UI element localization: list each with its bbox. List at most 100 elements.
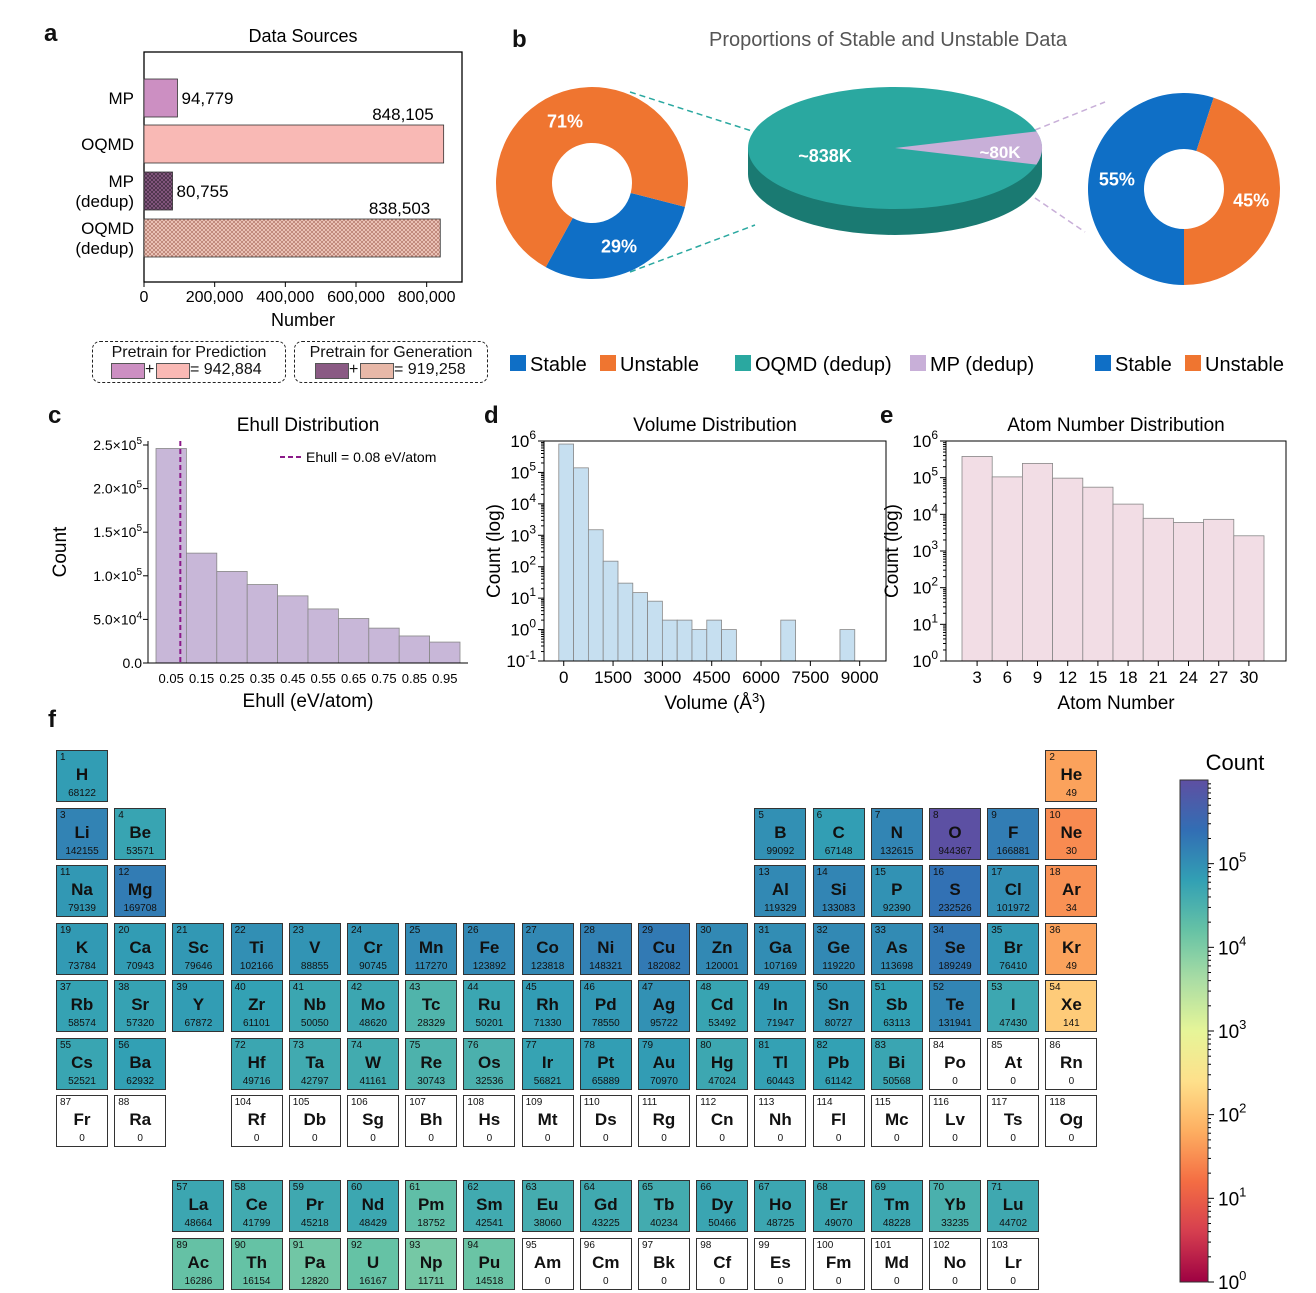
element-number: 11 xyxy=(60,867,71,878)
element-number: 77 xyxy=(525,1039,537,1051)
element-number: 116 xyxy=(933,1097,949,1108)
histogram-bar xyxy=(307,608,339,664)
element-count: 49 xyxy=(1065,960,1077,972)
element-number: 29 xyxy=(642,924,654,936)
element-number: 48 xyxy=(700,982,712,993)
element-cell-Mo: 42 Mo 48620 xyxy=(347,980,399,1032)
element-number: 79 xyxy=(642,1039,654,1051)
element-number: 51 xyxy=(874,982,886,993)
element-count: 0 xyxy=(894,1275,900,1287)
histogram-bar xyxy=(1233,535,1265,662)
element-symbol: Be xyxy=(129,822,152,842)
element-count: 57320 xyxy=(126,1018,155,1029)
x-axis-label: Ehull (eV/atom) xyxy=(243,691,374,712)
y-tick-label: 101 xyxy=(510,585,536,608)
element-number: 86 xyxy=(1049,1039,1061,1051)
element-count: 48620 xyxy=(359,1018,387,1029)
plot-frame xyxy=(543,440,887,662)
x-tick-label: 0.55 xyxy=(311,671,336,686)
element-cell-Cl: 17 Cl 101972 xyxy=(987,865,1040,917)
element-number: 65 xyxy=(642,1182,654,1193)
element-count: 0 xyxy=(777,1275,784,1287)
element-count: 50466 xyxy=(708,1218,737,1229)
element-count: 132615 xyxy=(880,845,914,857)
volume-distribution-chart: Volume Distribution 10-1 100 101 102 103 104 10… xyxy=(484,415,887,714)
element-cell-Be: 4 Be 53571 xyxy=(114,807,167,860)
element-number: 15 xyxy=(874,867,886,878)
element-number: 22 xyxy=(234,924,246,936)
element-cell-Cn: 112 Cn 0 xyxy=(696,1095,749,1147)
element-symbol: Lu xyxy=(1002,1195,1024,1214)
value-label: 94,779 xyxy=(181,89,233,108)
element-symbol: Mt xyxy=(537,1110,558,1129)
element-symbol: Ge xyxy=(827,937,850,957)
element-cell-C: 6 C 67148 xyxy=(812,807,865,860)
panel-label-e: e xyxy=(880,402,894,429)
element-cell-La: 57 La 48664 xyxy=(172,1180,225,1232)
element-count: 0 xyxy=(79,1133,85,1144)
histogram-bar xyxy=(661,619,678,662)
element-number: 74 xyxy=(351,1039,363,1051)
element-count: 0 xyxy=(370,1133,376,1144)
element-symbol: Es xyxy=(769,1252,791,1272)
element-number: 14 xyxy=(816,867,828,878)
element-symbol: Se xyxy=(944,937,966,957)
element-count: 34 xyxy=(1065,903,1077,914)
count-colorbar: Count 100 101 102 103 104 105 xyxy=(1179,750,1264,1290)
element-count: 48664 xyxy=(184,1218,213,1229)
x-tick-label: 9000 xyxy=(841,668,879,687)
generation-legend-title: Pretrain for Generation xyxy=(309,344,473,361)
element-symbol: Mo xyxy=(360,995,386,1014)
element-symbol: Cl xyxy=(1004,880,1022,899)
element-symbol: Ru xyxy=(478,995,501,1014)
histogram-bar xyxy=(961,456,993,662)
element-symbol: Tc xyxy=(421,995,441,1014)
element-count: 119220 xyxy=(822,960,855,972)
element-number: 43 xyxy=(409,982,421,993)
element-symbol: Lv xyxy=(945,1110,965,1129)
element-count: 68122 xyxy=(68,788,96,799)
element-count: 18752 xyxy=(417,1218,446,1229)
threshold-legend-label: Ehull = 0.08 eV/atom xyxy=(306,449,436,465)
element-count: 0 xyxy=(835,1275,842,1287)
y-tick-label: 101 xyxy=(912,611,938,634)
histogram-bar xyxy=(617,582,634,662)
x-tick-label: 12 xyxy=(1058,668,1077,687)
x-tick-label: 0.75 xyxy=(371,671,396,686)
element-symbol: Au xyxy=(652,1052,676,1072)
element-symbol: Ga xyxy=(769,937,792,957)
element-count: 43225 xyxy=(591,1218,620,1229)
element-count: 0 xyxy=(835,1133,842,1144)
element-count: 92390 xyxy=(882,903,911,914)
histogram-bar xyxy=(1082,486,1114,662)
element-number: 46 xyxy=(583,982,595,993)
element-count: 0 xyxy=(137,1133,143,1144)
element-symbol: Gd xyxy=(593,1195,618,1214)
element-symbol: Hg xyxy=(710,1052,734,1072)
element-cell-Hg: 80 Hg 47024 xyxy=(696,1037,749,1090)
element-symbol: Sc xyxy=(187,937,209,957)
element-symbol: Pu xyxy=(478,1252,501,1272)
bar-0 xyxy=(143,78,178,118)
y-tick-label: 105 xyxy=(912,465,938,488)
element-symbol: Sb xyxy=(885,995,908,1014)
x-tick-label: 0.95 xyxy=(432,671,457,686)
element-cell-K: 19 K 73784 xyxy=(56,922,108,975)
element-symbol: Ts xyxy=(1003,1110,1023,1129)
element-cell-Ds: 110 Ds 0 xyxy=(579,1095,632,1147)
element-symbol: Cf xyxy=(713,1252,732,1272)
element-number: 108 xyxy=(467,1097,485,1108)
histogram-bar xyxy=(602,560,619,662)
chart-title: Proportions of Stable and Unstable Data xyxy=(709,29,1068,51)
element-count: 63113 xyxy=(883,1018,911,1029)
element-cell-Sc: 21 Sc 79646 xyxy=(172,922,225,975)
element-count: 49 xyxy=(1065,788,1077,799)
element-symbol: H xyxy=(75,765,89,784)
element-cell-Mt: 109 Mt 0 xyxy=(521,1095,574,1147)
element-cell-F: 9 F 166881 xyxy=(987,807,1040,860)
element-number: 4 xyxy=(118,809,124,821)
colorbar-tick-label: 102 xyxy=(1218,1101,1246,1127)
element-count: 30 xyxy=(1065,845,1077,857)
element-symbol: Nh xyxy=(769,1110,792,1129)
